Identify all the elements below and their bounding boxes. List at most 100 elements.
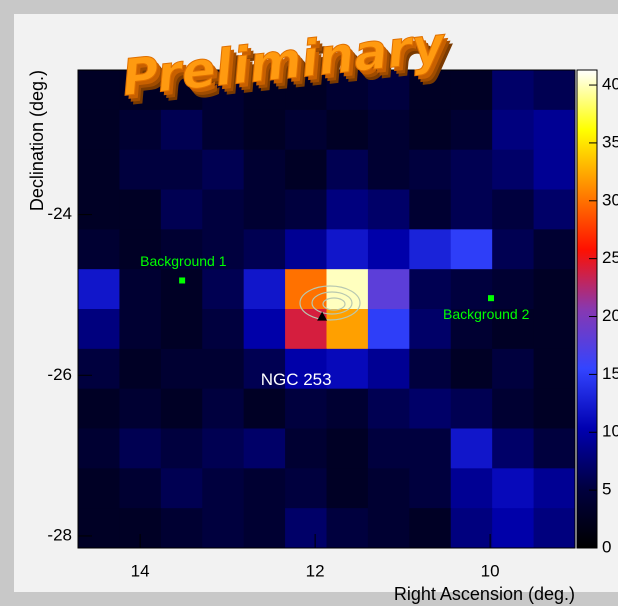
heat-cell — [78, 70, 120, 110]
heat-cell — [492, 389, 534, 429]
heat-cell — [244, 190, 286, 230]
heat-cell — [492, 429, 534, 469]
heat-cell — [78, 269, 120, 309]
heat-cell — [244, 508, 286, 548]
heat-cell — [534, 269, 576, 309]
heat-cell — [161, 389, 203, 429]
heat-cell — [202, 468, 244, 508]
heat-cell — [285, 389, 327, 429]
heat-cell — [327, 229, 369, 269]
heat-cell — [285, 229, 327, 269]
heat-cell — [368, 349, 410, 389]
heat-cell — [451, 229, 493, 269]
heat-cell — [327, 468, 369, 508]
heat-cell — [119, 309, 161, 349]
heat-cell — [161, 190, 203, 230]
marker — [488, 295, 494, 301]
heat-cell — [285, 269, 327, 309]
colorbar-tick-label: 20 — [602, 306, 618, 325]
heat-cell — [78, 110, 120, 150]
heat-cell — [534, 309, 576, 349]
heat-cell — [244, 150, 286, 190]
x-tick-label: 14 — [131, 561, 150, 580]
heat-cell — [119, 110, 161, 150]
heat-cell — [202, 349, 244, 389]
heat-cell — [244, 429, 286, 469]
heat-cell — [368, 309, 410, 349]
heat-cell — [451, 389, 493, 429]
heat-cell — [78, 429, 120, 469]
colorbar-tick-label: 5 — [602, 480, 611, 499]
colorbar-tick-label: 25 — [602, 248, 618, 267]
heat-cell — [244, 229, 286, 269]
heat-cell — [202, 429, 244, 469]
heat-cell — [161, 309, 203, 349]
heat-cell — [119, 190, 161, 230]
heat-cell — [451, 70, 493, 110]
heat-cell — [285, 468, 327, 508]
heat-cell — [202, 190, 244, 230]
heat-cell — [409, 229, 451, 269]
heat-cell — [244, 389, 286, 429]
heat-cell — [492, 70, 534, 110]
heat-cell — [285, 190, 327, 230]
heat-cell — [368, 429, 410, 469]
heat-cell — [409, 150, 451, 190]
heat-cell — [244, 269, 286, 309]
heat-cell — [78, 349, 120, 389]
marker — [179, 277, 185, 283]
heat-cell — [534, 190, 576, 230]
heat-cell — [368, 150, 410, 190]
heat-cell — [451, 190, 493, 230]
heat-cell — [327, 389, 369, 429]
marker-label: Background 2 — [443, 306, 530, 322]
heat-cell — [202, 309, 244, 349]
heat-cell — [161, 269, 203, 309]
y-axis-title: Declination (deg.) — [27, 70, 47, 211]
heat-cell — [285, 110, 327, 150]
heat-cell — [492, 190, 534, 230]
heat-cell — [285, 429, 327, 469]
heat-cell — [534, 70, 576, 110]
heat-cell — [451, 468, 493, 508]
heat-cell — [492, 150, 534, 190]
heat-cell — [161, 110, 203, 150]
colorbar-tick-label: 15 — [602, 364, 618, 383]
heat-cell — [451, 349, 493, 389]
heat-cell — [202, 508, 244, 548]
heat-cell — [368, 468, 410, 508]
heat-cell — [492, 468, 534, 508]
heat-cell — [368, 508, 410, 548]
heat-cell — [409, 190, 451, 230]
heat-cell — [119, 269, 161, 309]
colorbar-tick-label: 35 — [602, 132, 618, 151]
heat-cell — [78, 309, 120, 349]
colorbar-tick-label: 40 — [602, 75, 618, 94]
heat-cell — [409, 429, 451, 469]
marker-label: Background 1 — [140, 253, 227, 269]
heat-cell — [368, 190, 410, 230]
heat-cell — [492, 110, 534, 150]
heat-cell — [161, 150, 203, 190]
heat-cell — [78, 508, 120, 548]
heat-cell — [244, 110, 286, 150]
heat-cell — [78, 468, 120, 508]
heat-cell — [409, 389, 451, 429]
heat-cell — [492, 269, 534, 309]
y-tick-label: -28 — [47, 525, 72, 544]
heat-cell — [534, 429, 576, 469]
heat-cell — [534, 349, 576, 389]
heat-cell — [368, 389, 410, 429]
heat-cell — [202, 269, 244, 309]
heat-cell — [327, 309, 369, 349]
colorbar-tick-label: 0 — [602, 537, 611, 556]
heat-cell — [119, 389, 161, 429]
heat-cell — [119, 150, 161, 190]
heat-cell — [368, 229, 410, 269]
colorbar-tick-label: 10 — [602, 422, 618, 441]
heat-cell — [244, 468, 286, 508]
colorbar — [577, 70, 597, 548]
colorbar-tick-label: 30 — [602, 190, 618, 209]
heat-cell — [451, 150, 493, 190]
heat-cell — [161, 429, 203, 469]
